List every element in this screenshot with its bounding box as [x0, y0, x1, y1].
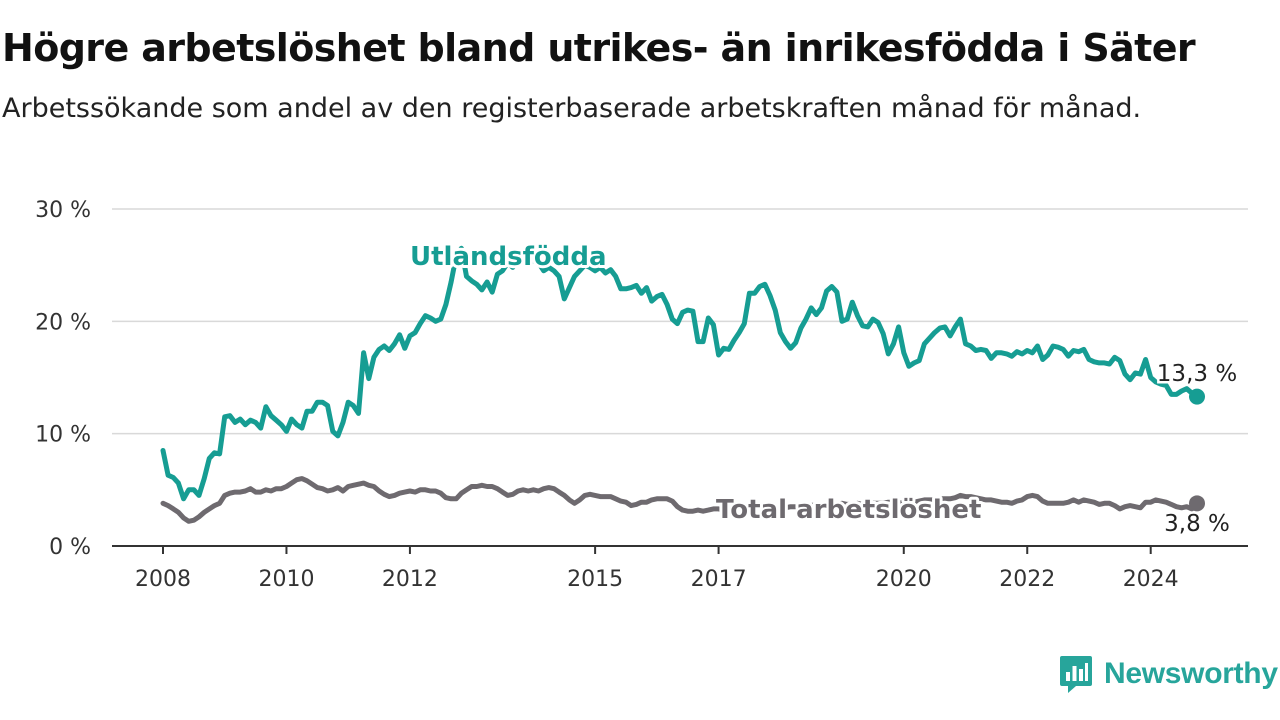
y-tick-label: 30 %	[35, 198, 91, 223]
utlandsfodda-line	[160, 245, 1200, 502]
utlandsfodda-end-label: 13,3 %	[1157, 361, 1237, 387]
series-lines	[160, 245, 1205, 524]
y-tick-label: 0 %	[49, 535, 91, 560]
line-chart: 0 % 10 % 20 % 30 % 2008 2010 2012 2015 2017 2020…	[35, 198, 1248, 592]
chart-subtitle: Arbetssökande som andel av den registerb…	[2, 93, 1142, 124]
newsworthy-icon	[1060, 656, 1092, 693]
brand-name: Newsworthy	[1104, 657, 1278, 690]
y-tick-label: 10 %	[35, 423, 91, 448]
total-arbetsloshet-series-label: Total arbetslöshet	[716, 495, 981, 525]
x-tick-label: 2010	[258, 567, 314, 592]
x-axis-ticks: 2008 2010 2012 2015 2017 2020 2022 2024	[135, 546, 1179, 592]
gridlines	[112, 208, 1248, 547]
utlandsfodda-end-marker	[1189, 388, 1205, 405]
x-tick-label: 2008	[135, 567, 191, 592]
x-tick-label: 2012	[382, 567, 438, 592]
chart-title: Högre arbetslöshet bland utrikes- än inr…	[2, 26, 1196, 70]
series-labels: Utlandsfödda Total arbetslöshet 13,3 % 3,8 …	[407, 239, 1240, 540]
utlandsfodda-series-label: Utlandsfödda	[410, 242, 607, 272]
y-tick-label: 20 %	[35, 310, 91, 335]
x-tick-label: 2017	[691, 567, 747, 592]
y-axis-ticks: 0 % 10 % 20 % 30 %	[35, 198, 91, 560]
total-arbetsloshet-end-marker	[1189, 495, 1205, 512]
x-tick-label: 2024	[1123, 567, 1179, 592]
x-tick-label: 2022	[999, 567, 1055, 592]
total-arbetsloshet-end-label: 3,8 %	[1164, 511, 1230, 537]
total-arbetsloshet-line	[160, 476, 1200, 524]
x-tick-label: 2020	[876, 567, 932, 592]
x-tick-label: 2015	[567, 567, 623, 592]
newsworthy-logo[interactable]: Newsworthy	[1058, 654, 1278, 694]
